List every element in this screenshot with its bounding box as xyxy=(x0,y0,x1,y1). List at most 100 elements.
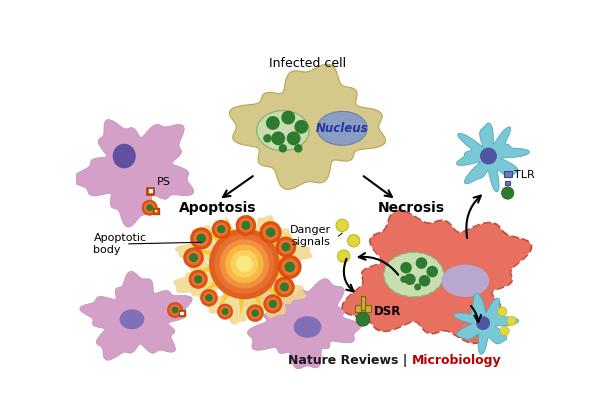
Polygon shape xyxy=(154,208,159,214)
Circle shape xyxy=(271,132,285,145)
Ellipse shape xyxy=(476,316,490,330)
Circle shape xyxy=(419,275,430,287)
Text: Apoptosis: Apoptosis xyxy=(179,200,256,215)
Circle shape xyxy=(279,240,293,254)
Ellipse shape xyxy=(480,148,497,164)
Polygon shape xyxy=(148,188,154,195)
Text: Danger
signals: Danger signals xyxy=(289,225,331,247)
Circle shape xyxy=(200,289,217,306)
Circle shape xyxy=(142,200,157,215)
Circle shape xyxy=(338,250,350,262)
Circle shape xyxy=(236,215,256,235)
Ellipse shape xyxy=(293,316,322,338)
Polygon shape xyxy=(505,181,510,186)
Circle shape xyxy=(220,239,269,288)
Polygon shape xyxy=(256,233,313,275)
Polygon shape xyxy=(457,123,529,192)
Text: Necrosis: Necrosis xyxy=(378,200,445,215)
Circle shape xyxy=(146,204,153,211)
Text: Apoptotic
body: Apoptotic body xyxy=(94,233,146,255)
Circle shape xyxy=(347,234,360,247)
Polygon shape xyxy=(206,228,230,251)
Circle shape xyxy=(247,305,263,322)
Polygon shape xyxy=(361,296,365,310)
Text: Infected cell: Infected cell xyxy=(269,57,346,70)
Polygon shape xyxy=(193,263,221,272)
Polygon shape xyxy=(343,212,530,342)
Circle shape xyxy=(167,303,183,318)
Polygon shape xyxy=(72,120,194,227)
Polygon shape xyxy=(179,310,185,316)
Circle shape xyxy=(278,255,301,278)
Circle shape xyxy=(194,275,202,283)
Circle shape xyxy=(276,237,296,257)
Circle shape xyxy=(427,266,438,277)
Circle shape xyxy=(170,305,181,315)
Polygon shape xyxy=(365,305,371,312)
Circle shape xyxy=(502,187,514,199)
Text: Microbiology: Microbiology xyxy=(412,354,502,366)
Polygon shape xyxy=(239,271,307,318)
Ellipse shape xyxy=(113,144,136,168)
Circle shape xyxy=(274,277,295,297)
Ellipse shape xyxy=(384,252,444,297)
Ellipse shape xyxy=(317,111,367,145)
Polygon shape xyxy=(201,274,227,293)
Circle shape xyxy=(404,273,416,285)
Polygon shape xyxy=(238,288,247,316)
Polygon shape xyxy=(181,312,184,315)
Polygon shape xyxy=(268,256,296,265)
Circle shape xyxy=(203,292,215,304)
Circle shape xyxy=(294,144,302,153)
Polygon shape xyxy=(253,219,271,245)
Polygon shape xyxy=(249,285,263,312)
Circle shape xyxy=(507,316,516,325)
Polygon shape xyxy=(155,210,157,212)
Circle shape xyxy=(209,228,280,299)
Circle shape xyxy=(220,306,230,317)
Polygon shape xyxy=(355,305,361,312)
Circle shape xyxy=(212,220,230,239)
Circle shape xyxy=(263,225,278,240)
Circle shape xyxy=(266,116,280,130)
Circle shape xyxy=(217,225,226,233)
Ellipse shape xyxy=(257,111,309,151)
Text: Nature Reviews |: Nature Reviews | xyxy=(287,354,412,366)
Circle shape xyxy=(189,253,198,262)
Circle shape xyxy=(251,309,259,317)
Circle shape xyxy=(189,270,208,288)
Circle shape xyxy=(191,273,205,286)
Circle shape xyxy=(196,234,206,243)
Polygon shape xyxy=(454,293,518,354)
Polygon shape xyxy=(175,225,248,267)
Circle shape xyxy=(249,307,261,319)
Circle shape xyxy=(284,262,295,272)
Circle shape xyxy=(236,255,253,272)
Ellipse shape xyxy=(442,265,489,297)
Circle shape xyxy=(278,144,287,153)
Polygon shape xyxy=(266,267,295,279)
Text: TLR: TLR xyxy=(514,170,535,180)
Circle shape xyxy=(500,326,509,335)
Circle shape xyxy=(400,262,412,273)
Circle shape xyxy=(281,111,295,124)
Circle shape xyxy=(266,227,275,237)
Circle shape xyxy=(193,231,209,246)
Circle shape xyxy=(266,297,280,310)
Circle shape xyxy=(414,283,421,290)
Circle shape xyxy=(356,312,370,326)
Text: DSR: DSR xyxy=(374,305,401,318)
Circle shape xyxy=(281,259,298,275)
Circle shape xyxy=(215,222,228,236)
Polygon shape xyxy=(343,211,532,343)
Circle shape xyxy=(184,248,203,268)
Polygon shape xyxy=(242,212,251,240)
Polygon shape xyxy=(218,283,236,309)
Circle shape xyxy=(187,251,201,265)
Polygon shape xyxy=(173,257,234,304)
Circle shape xyxy=(277,280,292,294)
Circle shape xyxy=(239,218,253,232)
Circle shape xyxy=(400,276,407,283)
Polygon shape xyxy=(194,249,223,261)
Polygon shape xyxy=(262,234,287,254)
